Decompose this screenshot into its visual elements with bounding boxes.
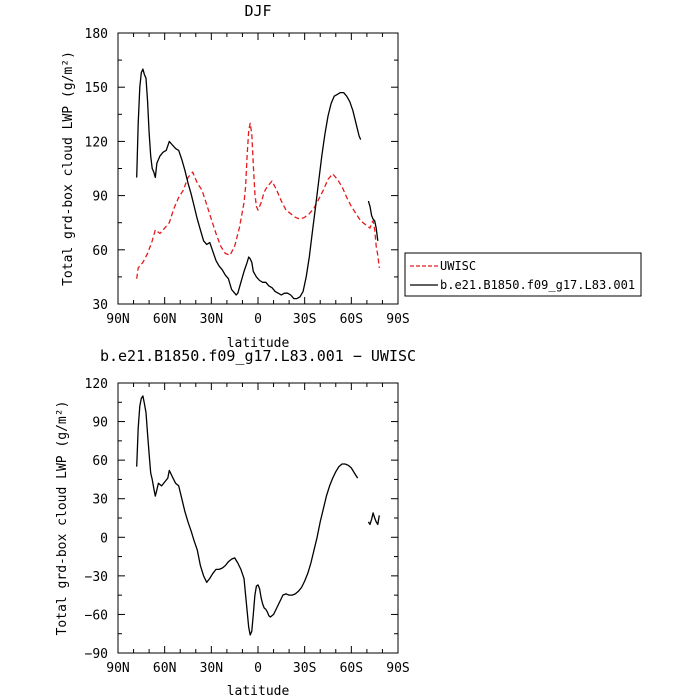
plot-frame	[117, 382, 399, 654]
series-line-b-e21-b1850-f09-g17-l83-001	[136, 68, 362, 300]
x-axis-title: latitude	[227, 684, 290, 699]
y-axis-title: Total grd-box cloud LWP (g/m²)	[55, 401, 70, 636]
y-tick-label: 60	[92, 454, 108, 469]
x-tick-label: 0	[254, 661, 262, 676]
y-tick-label: −60	[85, 608, 108, 623]
x-axis-title: latitude	[227, 336, 290, 351]
x-tick-label: 90N	[106, 661, 129, 676]
x-tick-label: 60S	[340, 312, 363, 327]
x-tick-label: 30N	[200, 312, 223, 327]
y-tick-label: 120	[85, 377, 108, 392]
chart-panel-1: 90N 60N 30N 0 30S 60S 90S 30 60 90 120 150 180 DJF lat…	[61, 2, 642, 351]
series-line-uwisc	[136, 122, 380, 279]
y-tick-label: −30	[85, 570, 108, 585]
x-tick-label: 30S	[293, 661, 316, 676]
y-tick-label: 60	[92, 244, 108, 259]
chart-title: DJF	[244, 2, 271, 20]
y-tick-label: 30	[92, 493, 108, 508]
plot-frame	[117, 32, 399, 305]
x-tick-label: 0	[254, 312, 262, 327]
series-line-difference	[136, 395, 359, 636]
series-line-b-e21-b1850-f09-g17-l83-001	[367, 200, 379, 241]
x-tick-label: 90N	[106, 312, 129, 327]
x-tick-label: 90S	[386, 312, 409, 327]
legend-label: UWISC	[440, 259, 476, 273]
x-tick-label: 60S	[340, 661, 363, 676]
y-tick-label: 90	[92, 190, 108, 205]
x-tick-label: 30N	[200, 661, 223, 676]
y-axis-title: Total grd-box cloud LWP (g/m²)	[61, 51, 76, 286]
y-tick-label: 30	[92, 298, 108, 313]
chart-title: b.e21.B1850.f09_g17.L83.001 − UWISC	[100, 347, 416, 365]
legend-box	[404, 252, 642, 297]
legend: UWISC b.e21.B1850.f09_g17.L83.001	[404, 252, 642, 297]
x-tick-label: 60N	[153, 661, 176, 676]
y-tick-label: −90	[85, 647, 108, 662]
chart-panel-2: 90N 60N 30N 0 30S 60S 90S 120 90 60 30 0 −30 −60 −90 b.…	[55, 347, 416, 699]
y-tick-label: 90	[92, 416, 108, 431]
y-tick-label: 150	[85, 81, 108, 96]
y-tick-label: 0	[100, 531, 108, 546]
x-tick-label: 30S	[293, 312, 316, 327]
legend-label: b.e21.B1850.f09_g17.L83.001	[440, 278, 635, 292]
series-line-difference	[367, 512, 380, 526]
y-tick-label: 120	[85, 135, 108, 150]
y-tick-label: 180	[85, 27, 108, 42]
x-tick-label: 90S	[386, 661, 409, 676]
x-tick-label: 60N	[153, 312, 176, 327]
